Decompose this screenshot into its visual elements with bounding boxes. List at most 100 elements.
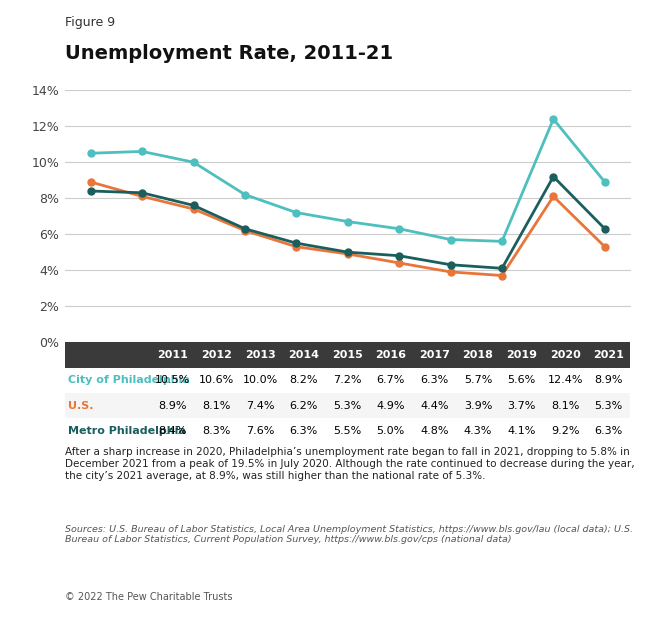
Text: 2014: 2014 xyxy=(288,350,319,360)
Text: 2011: 2011 xyxy=(157,350,188,360)
Text: Unemployment Rate, 2011-21: Unemployment Rate, 2011-21 xyxy=(65,43,393,62)
Text: 5.0%: 5.0% xyxy=(377,426,405,436)
FancyBboxPatch shape xyxy=(587,342,630,368)
FancyBboxPatch shape xyxy=(65,342,151,368)
Text: 4.1%: 4.1% xyxy=(508,426,536,436)
FancyBboxPatch shape xyxy=(326,418,369,444)
FancyBboxPatch shape xyxy=(239,342,282,368)
FancyBboxPatch shape xyxy=(65,368,151,393)
FancyBboxPatch shape xyxy=(151,418,195,444)
FancyBboxPatch shape xyxy=(500,393,543,418)
FancyBboxPatch shape xyxy=(413,418,456,444)
Text: After a sharp increase in 2020, Philadelphia’s unemployment rate began to fall i: After a sharp increase in 2020, Philadel… xyxy=(65,447,634,481)
FancyBboxPatch shape xyxy=(456,342,500,368)
Text: © 2022 The Pew Charitable Trusts: © 2022 The Pew Charitable Trusts xyxy=(65,591,233,602)
Text: 7.4%: 7.4% xyxy=(246,400,274,411)
FancyBboxPatch shape xyxy=(151,393,195,418)
Text: 2012: 2012 xyxy=(201,350,232,360)
Text: 3.9%: 3.9% xyxy=(464,400,492,411)
Text: 12.4%: 12.4% xyxy=(547,375,583,385)
FancyBboxPatch shape xyxy=(326,368,369,393)
FancyBboxPatch shape xyxy=(413,342,456,368)
Text: 9.2%: 9.2% xyxy=(551,426,579,436)
Text: 2021: 2021 xyxy=(593,350,624,360)
FancyBboxPatch shape xyxy=(543,418,587,444)
Text: 4.3%: 4.3% xyxy=(464,426,492,436)
FancyBboxPatch shape xyxy=(587,393,630,418)
FancyBboxPatch shape xyxy=(369,418,413,444)
Text: 6.2%: 6.2% xyxy=(289,400,318,411)
FancyBboxPatch shape xyxy=(369,368,413,393)
FancyBboxPatch shape xyxy=(65,418,151,444)
Text: 6.7%: 6.7% xyxy=(376,375,405,385)
FancyBboxPatch shape xyxy=(195,342,239,368)
Text: 4.8%: 4.8% xyxy=(420,426,448,436)
FancyBboxPatch shape xyxy=(456,418,500,444)
FancyBboxPatch shape xyxy=(239,418,282,444)
Text: 6.3%: 6.3% xyxy=(421,375,448,385)
FancyBboxPatch shape xyxy=(413,393,456,418)
FancyBboxPatch shape xyxy=(65,393,151,418)
Text: 6.3%: 6.3% xyxy=(289,426,318,436)
Text: 2020: 2020 xyxy=(550,350,580,360)
Text: Figure 9: Figure 9 xyxy=(65,16,115,29)
FancyBboxPatch shape xyxy=(543,368,587,393)
FancyBboxPatch shape xyxy=(195,393,239,418)
Text: 10.0%: 10.0% xyxy=(242,375,278,385)
Text: 4.9%: 4.9% xyxy=(376,400,405,411)
Text: 8.2%: 8.2% xyxy=(289,375,318,385)
FancyBboxPatch shape xyxy=(500,368,543,393)
FancyBboxPatch shape xyxy=(587,418,630,444)
Text: 8.1%: 8.1% xyxy=(202,400,231,411)
Text: 8.3%: 8.3% xyxy=(202,426,231,436)
Text: Sources: U.S. Bureau of Labor Statistics, Local Area Unemployment Statistics, ht: Sources: U.S. Bureau of Labor Statistics… xyxy=(65,525,633,544)
Text: 4.4%: 4.4% xyxy=(420,400,448,411)
Text: 10.5%: 10.5% xyxy=(155,375,190,385)
FancyBboxPatch shape xyxy=(282,393,326,418)
FancyBboxPatch shape xyxy=(587,368,630,393)
Text: 8.4%: 8.4% xyxy=(159,426,187,436)
Text: 8.9%: 8.9% xyxy=(159,400,187,411)
FancyBboxPatch shape xyxy=(151,368,195,393)
Text: 5.7%: 5.7% xyxy=(464,375,492,385)
Text: 7.6%: 7.6% xyxy=(246,426,274,436)
FancyBboxPatch shape xyxy=(456,393,500,418)
FancyBboxPatch shape xyxy=(195,418,239,444)
FancyBboxPatch shape xyxy=(369,342,413,368)
Text: 3.7%: 3.7% xyxy=(508,400,536,411)
FancyBboxPatch shape xyxy=(326,393,369,418)
Text: 7.2%: 7.2% xyxy=(333,375,361,385)
Text: 2019: 2019 xyxy=(506,350,537,360)
FancyBboxPatch shape xyxy=(369,393,413,418)
FancyBboxPatch shape xyxy=(282,418,326,444)
FancyBboxPatch shape xyxy=(500,342,543,368)
Text: 2013: 2013 xyxy=(244,350,276,360)
Text: U.S.: U.S. xyxy=(68,400,94,411)
Text: 2015: 2015 xyxy=(332,350,363,360)
Text: 5.6%: 5.6% xyxy=(508,375,536,385)
Text: 5.3%: 5.3% xyxy=(333,400,361,411)
FancyBboxPatch shape xyxy=(456,368,500,393)
Text: 2017: 2017 xyxy=(419,350,450,360)
FancyBboxPatch shape xyxy=(282,342,326,368)
FancyBboxPatch shape xyxy=(239,368,282,393)
FancyBboxPatch shape xyxy=(239,393,282,418)
FancyBboxPatch shape xyxy=(195,368,239,393)
FancyBboxPatch shape xyxy=(282,368,326,393)
Text: 5.3%: 5.3% xyxy=(595,400,623,411)
FancyBboxPatch shape xyxy=(543,342,587,368)
Text: 6.3%: 6.3% xyxy=(595,426,623,436)
FancyBboxPatch shape xyxy=(500,418,543,444)
FancyBboxPatch shape xyxy=(151,342,195,368)
Text: 10.6%: 10.6% xyxy=(199,375,234,385)
FancyBboxPatch shape xyxy=(543,393,587,418)
FancyBboxPatch shape xyxy=(326,342,369,368)
Text: 2016: 2016 xyxy=(375,350,406,360)
Text: Metro Philadelphia: Metro Philadelphia xyxy=(68,426,186,436)
Text: 8.1%: 8.1% xyxy=(551,400,579,411)
FancyBboxPatch shape xyxy=(413,368,456,393)
Text: 5.5%: 5.5% xyxy=(333,426,361,436)
Text: 2018: 2018 xyxy=(463,350,493,360)
Text: 8.9%: 8.9% xyxy=(595,375,623,385)
Text: City of Philadelphia: City of Philadelphia xyxy=(68,375,190,385)
